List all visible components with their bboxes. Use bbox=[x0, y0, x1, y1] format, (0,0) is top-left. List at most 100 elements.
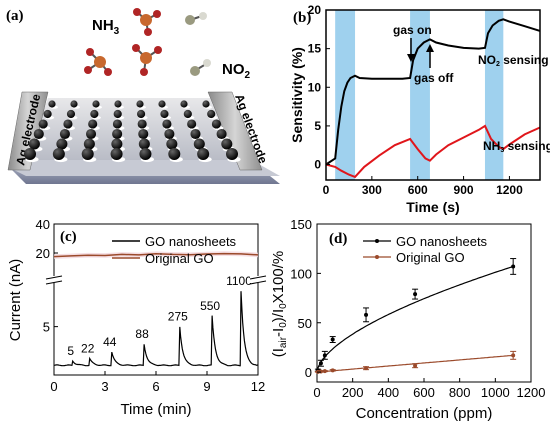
y-tick-label: 40 bbox=[36, 217, 50, 232]
nanosheet-dot bbox=[59, 128, 70, 140]
y-tick-label: 10 bbox=[308, 80, 322, 94]
nanosheet-dot bbox=[158, 100, 166, 108]
panel-d-xlabel: Concentration (ppm) bbox=[356, 405, 493, 422]
legend-original-go-d: Original GO bbox=[396, 250, 465, 265]
go-nanosheet-array bbox=[24, 100, 241, 163]
x-tick-label: 9 bbox=[203, 379, 210, 394]
nanosheet-dot bbox=[202, 100, 210, 108]
y-tick-label: 150 bbox=[290, 217, 312, 232]
nanosheet-dot bbox=[137, 109, 146, 119]
concentration-label: 5 bbox=[67, 344, 74, 358]
nanosheet-dot bbox=[160, 109, 169, 119]
concentration-label: 275 bbox=[168, 310, 188, 324]
nanosheet-dot bbox=[43, 109, 52, 119]
nanosheet-dot bbox=[138, 138, 150, 150]
axis-break bbox=[45, 275, 267, 285]
y-tick-label: 50 bbox=[298, 316, 312, 331]
panel-c-legend: GO nanosheets Original GO bbox=[112, 234, 237, 266]
fit-line-go-nanosheets bbox=[317, 266, 513, 369]
x-tick-label: 1000 bbox=[481, 385, 510, 400]
panel-b-ylabel: Sensitivity (%) bbox=[289, 47, 305, 143]
panel-b-chart: (b) 0 300 600 900 1200 0 5 10 15 20 Time (s) Sens… bbox=[289, 3, 550, 215]
nanosheet-dot bbox=[110, 148, 123, 160]
y-tick-label: 5 bbox=[314, 119, 321, 133]
concentration-label: 22 bbox=[81, 342, 95, 356]
nanosheet-dot bbox=[38, 119, 48, 129]
nanosheet-dot bbox=[85, 128, 97, 140]
substrate-top bbox=[10, 158, 280, 176]
panel-d-chart: (d) 0 200 400 600 800 1000 1200 0 50 100 150 Conce… bbox=[270, 217, 545, 422]
gas-on-arrowhead bbox=[407, 54, 415, 62]
x-tick-label: 900 bbox=[454, 183, 474, 197]
data-point bbox=[413, 292, 418, 297]
molecule-icon bbox=[185, 12, 207, 25]
nanosheet-dot bbox=[162, 119, 172, 129]
y-tick-label: 15 bbox=[308, 42, 322, 56]
nanosheet-dot bbox=[226, 148, 238, 160]
nanosheet-dot bbox=[207, 109, 216, 119]
data-point bbox=[364, 366, 369, 371]
concentration-label: 1100 bbox=[226, 274, 252, 288]
nanosheet-dot bbox=[216, 128, 227, 140]
nanosheet-dot bbox=[137, 119, 147, 129]
x-tick-label: 0 bbox=[313, 385, 320, 400]
series-line-red bbox=[325, 124, 541, 179]
y-tick-label: 0 bbox=[305, 365, 312, 380]
concentration-label: 88 bbox=[135, 327, 149, 341]
nanosheet-dot bbox=[197, 148, 210, 160]
x-tick-label: 0 bbox=[50, 379, 57, 394]
x-tick-label: 12 bbox=[251, 379, 265, 394]
x-tick-label: 200 bbox=[342, 385, 364, 400]
nanosheet-dot bbox=[183, 109, 192, 119]
nanosheet-dot bbox=[211, 119, 221, 129]
nanosheet-dot bbox=[111, 138, 123, 150]
nanosheet-dot bbox=[56, 138, 68, 150]
ag-electrode-left bbox=[7, 91, 49, 171]
x-tick-label: 400 bbox=[377, 385, 399, 400]
original-go-band bbox=[54, 251, 258, 259]
nh3-series-label: NH3 sensing bbox=[483, 139, 550, 154]
series-line-go-nanosheets bbox=[53, 291, 259, 367]
nanosheet-dot bbox=[136, 100, 144, 108]
x-tick-label: 1200 bbox=[517, 385, 546, 400]
legend-original-go: Original GO bbox=[145, 251, 214, 266]
data-point bbox=[413, 363, 418, 368]
y-tick-label: 100 bbox=[290, 266, 312, 281]
nanosheet-dot bbox=[90, 109, 99, 119]
y-tick-label: 20 bbox=[308, 3, 322, 17]
nanosheet-dot bbox=[113, 109, 122, 119]
nanosheet-dot bbox=[88, 119, 98, 129]
panel-b-frame bbox=[325, 9, 541, 181]
nanosheet-dot bbox=[63, 119, 73, 129]
y-tick-label: 0 bbox=[314, 158, 321, 172]
nanosheet-dot bbox=[70, 100, 78, 108]
legend-go-nanosheets: GO nanosheets bbox=[145, 234, 237, 249]
data-point bbox=[322, 369, 327, 374]
y-tick-label: 5 bbox=[43, 320, 50, 335]
x-tick-label: 800 bbox=[449, 385, 471, 400]
nh3-label: NH3 bbox=[92, 17, 120, 37]
series-line-original-go bbox=[53, 252, 259, 258]
nanosheet-dot bbox=[28, 138, 40, 150]
nanosheet-dot bbox=[139, 148, 152, 160]
concentration-label: 550 bbox=[200, 299, 220, 313]
x-tick-label: 300 bbox=[362, 183, 382, 197]
gas-on-band bbox=[335, 10, 356, 180]
nanosheet-dot bbox=[168, 148, 181, 160]
gas-off-arrowhead bbox=[426, 44, 434, 52]
nanosheet-dot bbox=[83, 138, 95, 150]
nanosheet-dot bbox=[166, 138, 178, 150]
gas-on-annotation: gas on bbox=[393, 23, 432, 37]
nanosheet-dot bbox=[221, 138, 233, 150]
panel-c-ylabel: Current (nA) bbox=[7, 259, 24, 342]
nanosheet-dot bbox=[190, 128, 201, 140]
x-tick-label: 600 bbox=[413, 385, 435, 400]
nanosheet-dot bbox=[187, 119, 197, 129]
nanosheet-dot bbox=[92, 100, 100, 108]
data-point bbox=[322, 353, 327, 358]
x-tick-label: 6 bbox=[152, 379, 159, 394]
molecule-icon bbox=[132, 44, 162, 76]
panel-c-xlabel: Time (min) bbox=[120, 401, 191, 418]
concentration-label: 44 bbox=[103, 335, 117, 349]
